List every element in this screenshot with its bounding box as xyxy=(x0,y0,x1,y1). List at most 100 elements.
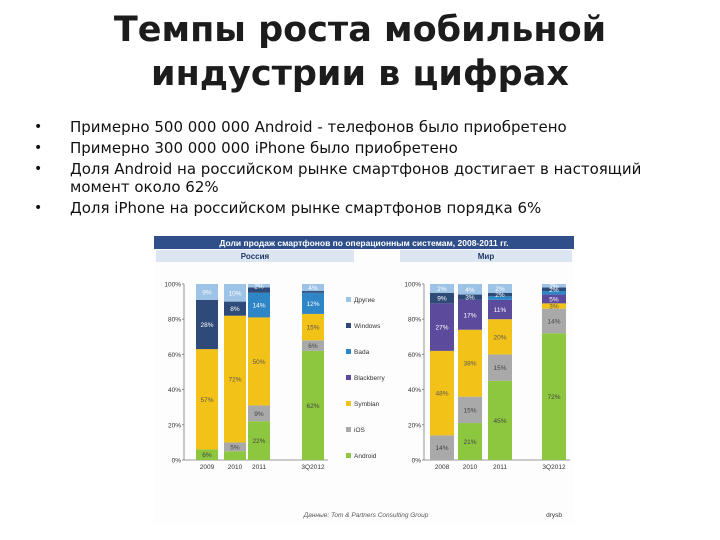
bar-segment xyxy=(248,405,270,422)
legend-swatch xyxy=(346,349,351,354)
bar-segment xyxy=(458,423,482,460)
panel-name-russia: Россия xyxy=(241,252,270,261)
data-label: 72% xyxy=(228,377,241,384)
legend-label: Blackberry xyxy=(354,375,385,382)
bar-segment xyxy=(248,287,270,293)
data-label: 6% xyxy=(202,452,212,459)
data-label: 4% xyxy=(308,285,318,292)
category-label: 2011 xyxy=(493,464,507,471)
legend-swatch xyxy=(346,323,351,328)
data-label: 8% xyxy=(230,306,240,313)
bar-segment xyxy=(542,291,566,295)
bar-segment xyxy=(196,349,218,450)
data-label: 9% xyxy=(437,296,447,303)
bar-segment xyxy=(458,299,482,330)
bar-segment xyxy=(248,292,270,318)
y-tick-label: 100% xyxy=(404,282,421,289)
data-label: 4% xyxy=(465,287,475,294)
y-tick-label: 60% xyxy=(168,352,181,359)
category-label: 2010 xyxy=(228,464,243,471)
corner-mark: drysb xyxy=(546,512,562,519)
bar-segment xyxy=(224,315,246,443)
plot-layer: 0% 20% 40% 60% 80% 100% 6% 57% 28% 9% 2009 5% 72% 8% 1… xyxy=(164,282,570,471)
bar-segment xyxy=(458,294,482,300)
data-label: 45% xyxy=(493,418,506,425)
chart-source: Данные: Tom & Partners Consulting Group xyxy=(303,512,429,519)
category-label: 2010 xyxy=(463,464,478,471)
data-label: 5% xyxy=(230,444,240,451)
legend-swatch xyxy=(346,375,351,380)
bar-segment xyxy=(224,301,246,316)
data-label: 28% xyxy=(200,322,213,329)
data-label: 2% xyxy=(495,286,505,293)
bar-segment xyxy=(430,284,454,293)
category-label: 3Q2012 xyxy=(301,464,325,471)
bar-segment xyxy=(302,284,324,292)
chart-canvas: Доли продаж смартфонов по операционным с… xyxy=(154,236,574,519)
legend-label: Bada xyxy=(354,349,370,356)
data-label: 15% xyxy=(493,365,506,372)
y-tick-label: 40% xyxy=(408,387,421,394)
data-label: 20% xyxy=(493,334,506,341)
bar-segment xyxy=(248,317,270,406)
bar-segment xyxy=(488,354,512,381)
data-label: 48% xyxy=(435,391,448,398)
category-label: 2009 xyxy=(200,464,215,471)
data-label: 17% xyxy=(463,312,476,319)
bullet-item: Доля iPhone на российском рынке смартфон… xyxy=(34,199,704,217)
bar-segment xyxy=(302,350,324,460)
bar-segment xyxy=(302,313,324,341)
data-label: 9% xyxy=(202,289,212,296)
legend: Другие Windows Bada Blackberry Symbian iOS And… xyxy=(346,297,385,460)
bar-segment xyxy=(458,329,482,397)
panel-header-russia xyxy=(156,250,354,262)
legend-label: Windows xyxy=(354,323,381,330)
panel-name-world: Мир xyxy=(478,252,495,261)
bullet-list: Примерно 500 000 000 Android - телефонов… xyxy=(34,118,704,220)
bar-segment xyxy=(488,319,512,355)
bar-segment xyxy=(302,340,324,351)
category-label: 2008 xyxy=(435,464,450,471)
bar-segment xyxy=(542,333,566,460)
y-tick-label: 80% xyxy=(408,317,421,324)
y-tick-label: 0% xyxy=(412,458,422,465)
data-label: 2% xyxy=(549,283,559,290)
bar-segment xyxy=(542,284,566,288)
data-label: 72% xyxy=(547,394,560,401)
y-tick-label: 60% xyxy=(408,352,421,359)
data-label: 5% xyxy=(549,296,559,303)
data-label: 57% xyxy=(200,397,213,404)
bar-segment xyxy=(542,287,566,292)
bar-segment xyxy=(542,294,566,304)
bar-segment xyxy=(488,296,512,300)
bar-segment xyxy=(430,350,454,436)
bar-segment xyxy=(488,299,512,320)
y-tick-label: 40% xyxy=(168,387,181,394)
bar-segment xyxy=(430,303,454,351)
bar-segment xyxy=(542,308,566,334)
data-label: 14% xyxy=(435,445,448,452)
bar-segment xyxy=(224,284,246,302)
data-label: 15% xyxy=(463,407,476,414)
chart-title: Доли продаж смартфонов по операционным с… xyxy=(219,238,508,248)
data-label: 2% xyxy=(254,283,264,290)
bar-segment xyxy=(248,284,270,288)
bar-segment xyxy=(224,451,246,460)
bullet-item: Доля Android на российском рынке смартфо… xyxy=(34,160,704,196)
data-label: 9% xyxy=(254,411,264,418)
bar-segment xyxy=(458,284,482,295)
data-label: 2% xyxy=(495,292,505,299)
data-label: 15% xyxy=(306,325,319,332)
title-line-2: индустрии в цифрах xyxy=(151,54,569,94)
y-tick-label: 100% xyxy=(164,282,181,289)
category-label: 3Q2012 xyxy=(542,464,566,471)
bar-segment xyxy=(196,449,218,460)
data-label: 21% xyxy=(463,439,476,446)
data-label: 3% xyxy=(549,304,559,311)
y-tick-label: 20% xyxy=(408,422,421,429)
data-label: 12% xyxy=(306,301,319,308)
bar-segment xyxy=(488,284,512,293)
panel-header-world xyxy=(400,250,572,262)
bar-segment xyxy=(430,292,454,304)
data-label: 38% xyxy=(463,361,476,368)
